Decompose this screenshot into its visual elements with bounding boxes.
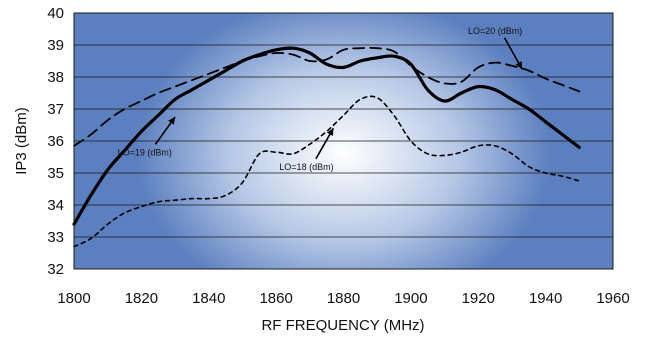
annotation-arrowhead-0: [168, 117, 176, 125]
grid: [74, 44, 613, 238]
y-tick-label-8: 40: [47, 5, 64, 22]
series-layer: [72, 46, 581, 248]
x-axis-title: RF FREQUENCY (MHz): [261, 317, 424, 334]
series-dashed-line: [73, 47, 581, 147]
x-tick-label-5: 1900: [394, 290, 427, 307]
y-axis-title: IP3 (dBm): [13, 107, 30, 175]
y-tick-label-4: 36: [47, 133, 64, 150]
series-solid-line: [72, 46, 581, 226]
y-tick-label-3: 35: [47, 165, 64, 182]
annotation-label-0: LO=19 (dBm): [118, 147, 172, 157]
x-tick-label-4: 1880: [327, 290, 360, 307]
x-tick-label-2: 1840: [192, 290, 225, 307]
x-tick-label-1: 1820: [125, 290, 158, 307]
y-tick-labels: 32 33 34 35 36 37 38 39 40: [47, 5, 64, 278]
annotation-arrowhead-2: [515, 61, 523, 69]
x-tick-label-7: 1940: [529, 290, 562, 307]
y-tick-label-0: 32: [47, 261, 64, 278]
x-tick-label-0: 1800: [57, 290, 90, 307]
annotation-layer: LO=19 (dBm) LO=18 (dBm) LO=20 (dBm): [118, 26, 523, 172]
plot-frame: [73, 12, 614, 270]
y-tick-label-7: 39: [47, 37, 64, 54]
x-tick-label-8: 1960: [596, 290, 629, 307]
series-dotted-line: [73, 95, 581, 248]
x-tick-label-3: 1860: [259, 290, 292, 307]
x-tick-labels: 1800 1820 1840 1860 1880 1900 1920 1940 1960: [57, 290, 629, 307]
y-tick-label-5: 37: [47, 101, 64, 118]
annotation-label-1: LO=18 (dBm): [279, 162, 333, 172]
y-tick-label-2: 34: [47, 197, 64, 214]
y-tick-label-1: 33: [47, 229, 64, 246]
annotation-arrowhead-1: [326, 128, 334, 137]
annotation-label-2: LO=20 (dBm): [468, 26, 522, 36]
x-tick-label-6: 1920: [462, 290, 495, 307]
y-tick-label-6: 38: [47, 69, 64, 86]
